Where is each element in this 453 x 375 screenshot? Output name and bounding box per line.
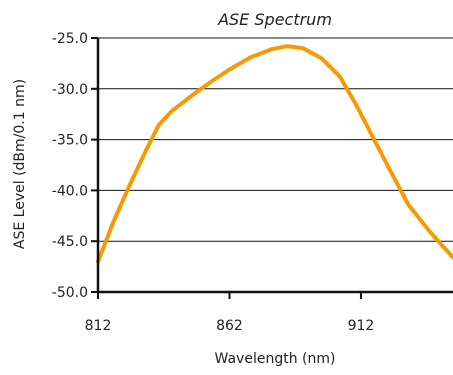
y-tick-label: -25.0 <box>52 31 88 47</box>
x-tick-label: 912 <box>348 318 375 334</box>
chart-title: ASE Spectrum <box>217 10 332 29</box>
y-tick-label: -35.0 <box>52 133 88 149</box>
y-tick-label: -50.0 <box>52 285 88 301</box>
y-tick-label: -40.0 <box>52 183 88 199</box>
x-tick-label: 862 <box>216 318 243 334</box>
y-tick-label: -45.0 <box>52 234 88 250</box>
ticks-layer: -25.0 -30.0 -35.0 -40.0 -45.0 -50.0 812 862 912 <box>52 31 375 334</box>
x-axis-label: Wavelength (nm) <box>215 351 336 367</box>
series-layer <box>96 44 453 264</box>
series-line <box>96 44 453 264</box>
x-tick-label: 812 <box>85 318 112 334</box>
y-axis-label: ASE Level (dBm/0.1 nm) <box>12 79 28 249</box>
grid-layer <box>98 37 453 242</box>
axes-layer <box>96 38 453 294</box>
y-tick-label: -30.0 <box>52 82 88 98</box>
